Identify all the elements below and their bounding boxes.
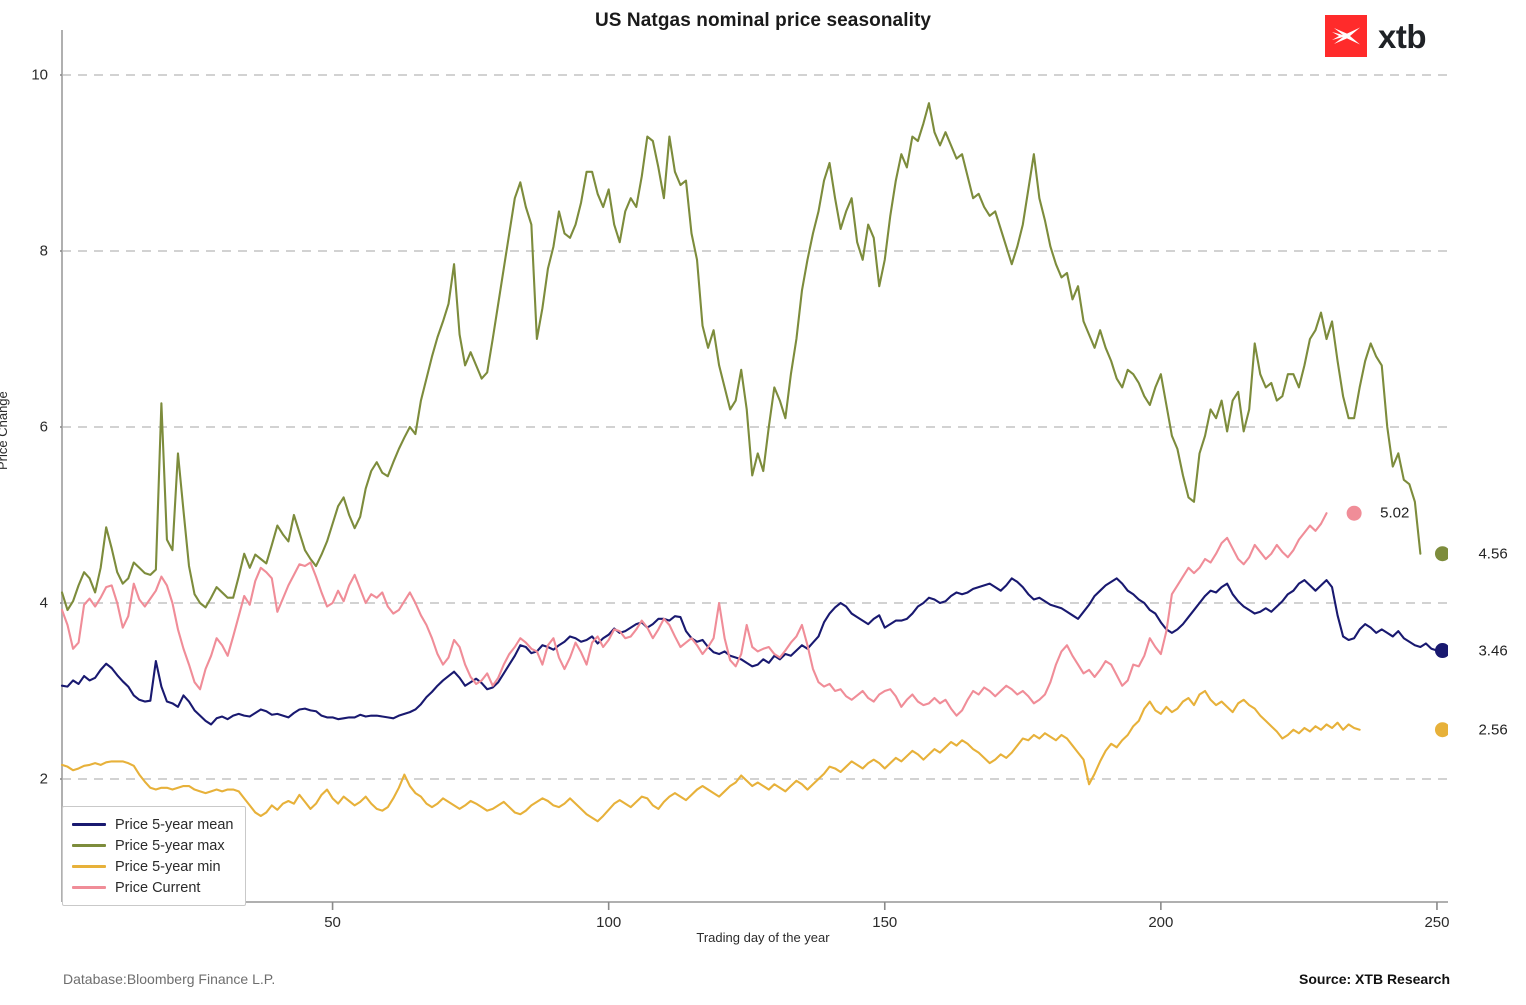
x-tick-label: 150	[872, 914, 898, 931]
y-tick-label: 2	[39, 770, 48, 788]
chart-legend: Price 5-year mean Price 5-year max Price 5…	[62, 806, 247, 906]
x-tick-label: 50	[324, 914, 341, 931]
plot-area	[60, 30, 1448, 910]
footer-database: Database:Bloomberg Finance L.P.	[63, 971, 276, 987]
x-axis-label: Trading day of the year	[696, 930, 830, 945]
legend-swatch-icon	[72, 823, 106, 826]
series-line-0	[60, 577, 1439, 726]
legend-label: Price Current	[115, 879, 201, 896]
series-endpoint-2	[1434, 722, 1448, 738]
series-line-3	[60, 512, 1328, 717]
series-end-value-0: 3.46	[1478, 642, 1508, 660]
series-endpoint-3	[1346, 505, 1362, 521]
series-line-1	[60, 102, 1422, 612]
xtb-logo: xtb	[1325, 15, 1427, 57]
series-line-2	[60, 689, 1361, 823]
legend-swatch-icon	[72, 886, 106, 889]
chart-canvas	[60, 30, 1448, 910]
series-endpoint-0	[1434, 643, 1448, 659]
legend-swatch-icon	[72, 844, 106, 847]
series-endpoint-1	[1434, 546, 1448, 562]
legend-swatch-icon	[72, 865, 106, 868]
series-end-value-2: 2.56	[1478, 721, 1508, 739]
series-end-value-1: 4.56	[1478, 545, 1508, 563]
legend-item-0[interactable]: Price 5-year mean	[72, 814, 233, 835]
xtb-arrow-icon	[1332, 27, 1360, 45]
legend-label: Price 5-year min	[115, 858, 221, 875]
xtb-logo-mark	[1325, 15, 1367, 57]
x-tick-label: 200	[1148, 914, 1174, 931]
y-tick-label: 6	[39, 418, 48, 436]
y-tick-label: 4	[39, 594, 48, 612]
legend-label: Price 5-year mean	[115, 816, 234, 833]
footer-source: Source: XTB Research	[1299, 971, 1450, 987]
y-tick-label: 8	[39, 242, 48, 260]
xtb-logo-text: xtb	[1378, 17, 1427, 55]
legend-label: Price 5-year max	[115, 837, 225, 854]
legend-item-3[interactable]: Price Current	[72, 877, 233, 898]
x-tick-label: 100	[596, 914, 622, 931]
y-tick-label: 10	[31, 66, 48, 84]
legend-item-2[interactable]: Price 5-year min	[72, 856, 233, 877]
legend-item-1[interactable]: Price 5-year max	[72, 835, 233, 856]
series-end-value-3: 5.02	[1380, 504, 1410, 522]
page-title: US Natgas nominal price seasonality	[594, 10, 932, 31]
x-tick-label: 250	[1424, 914, 1450, 931]
